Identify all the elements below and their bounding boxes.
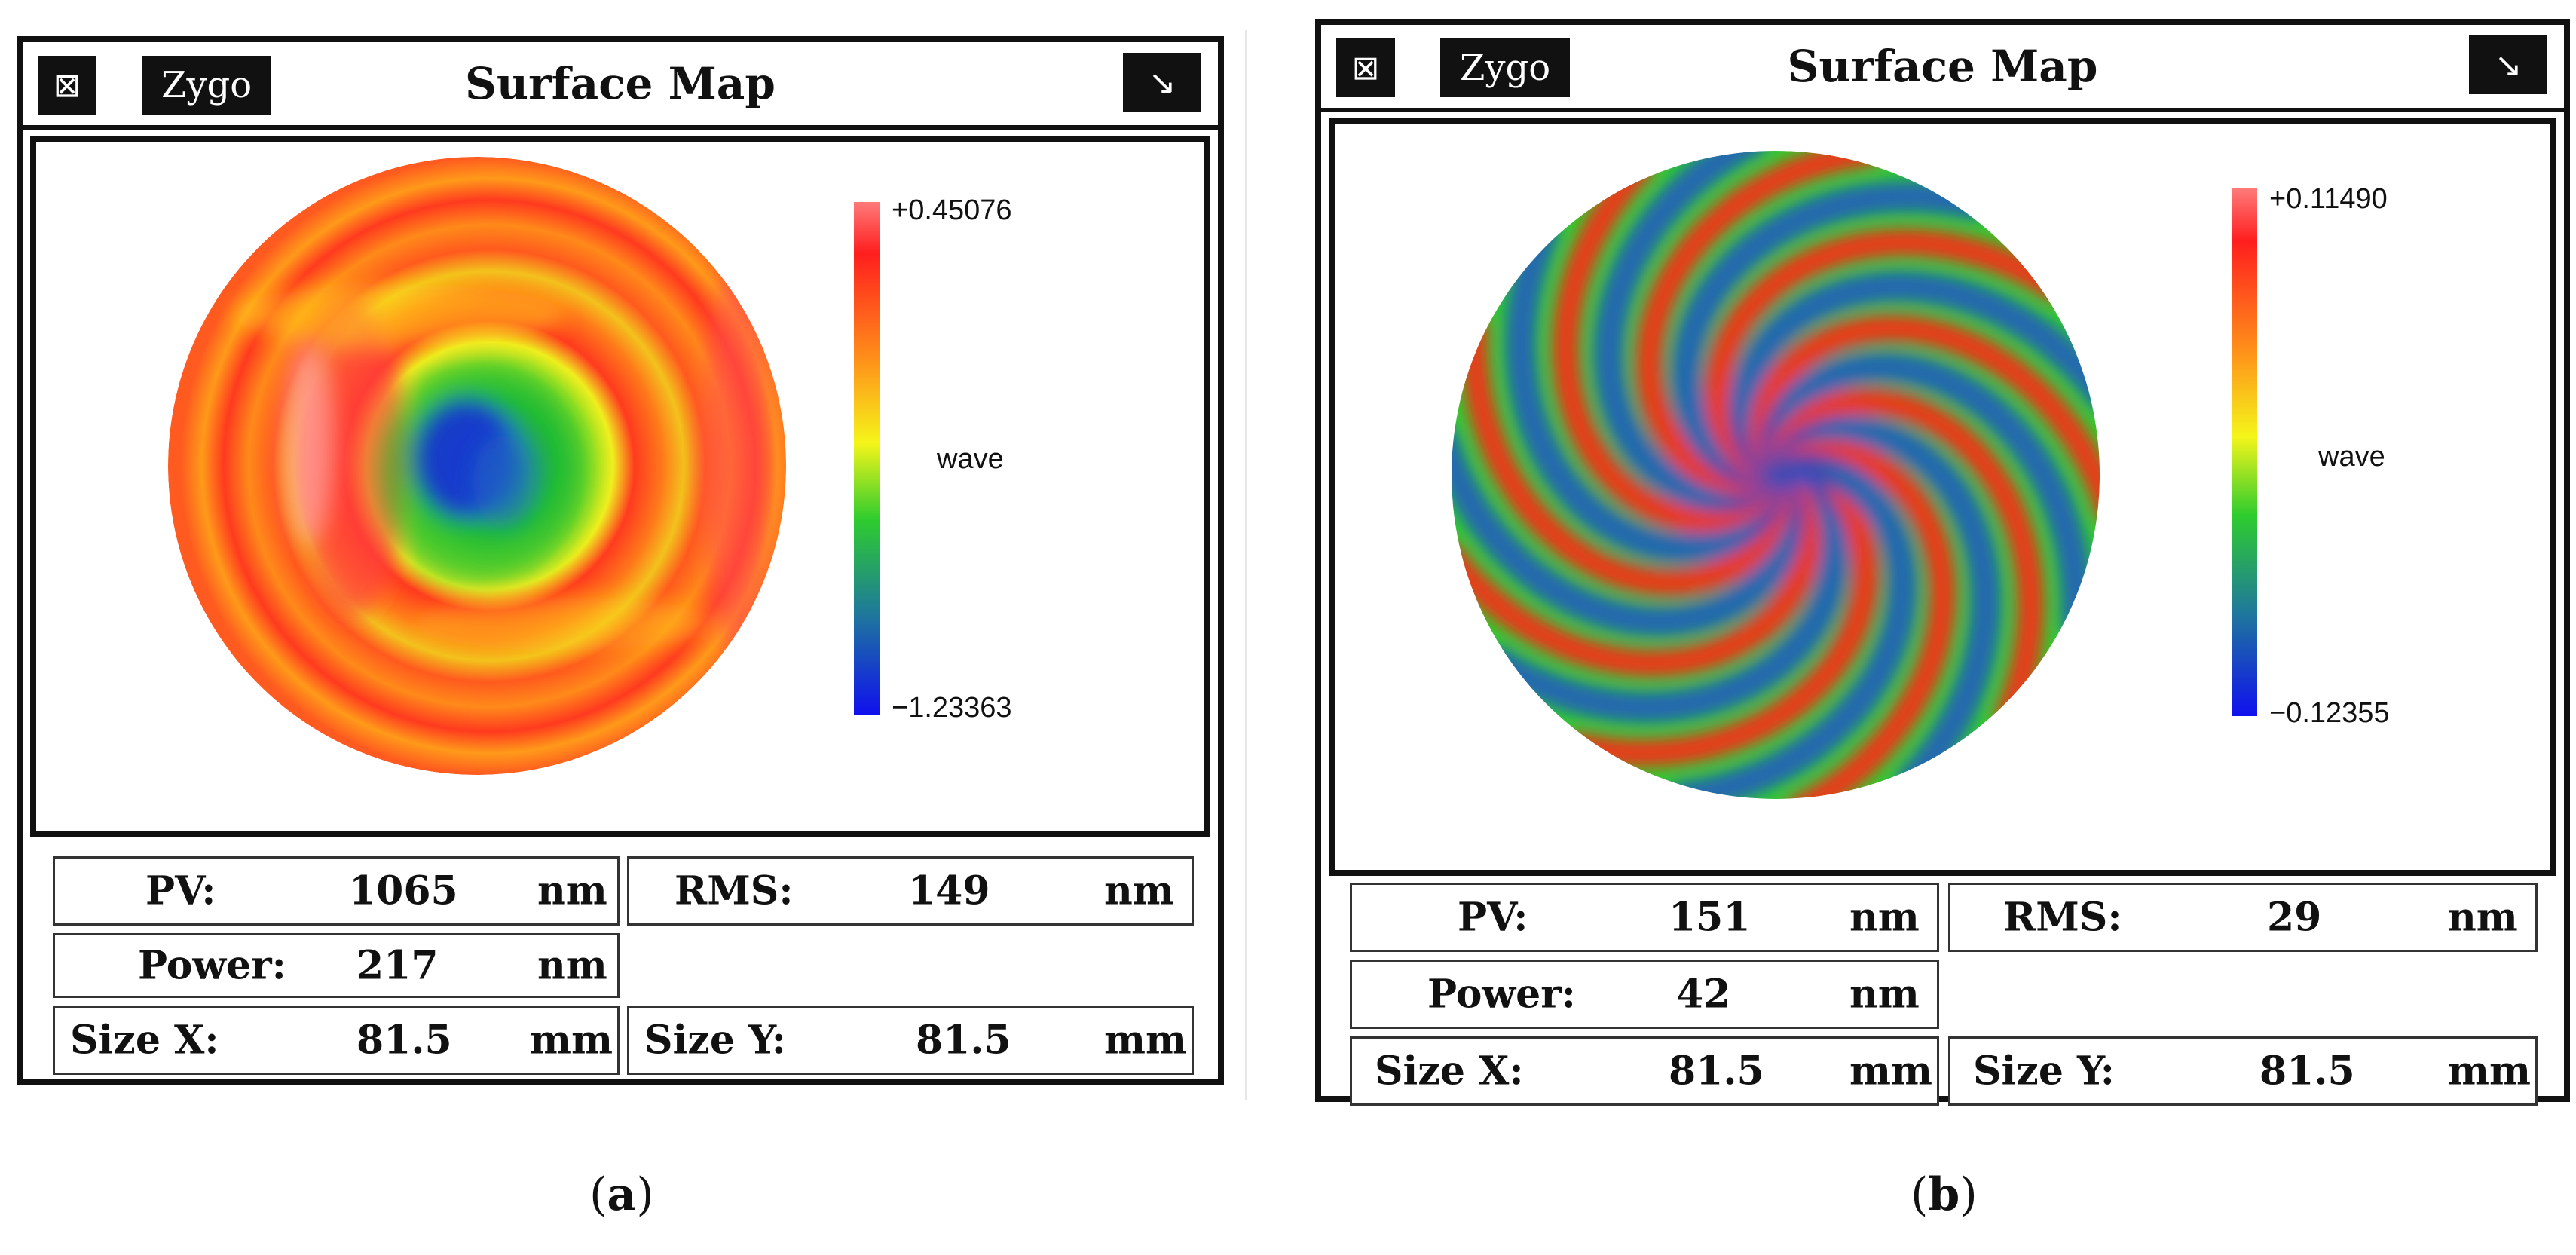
size-x-stat: Size X: 81.5 mm xyxy=(1350,1036,1939,1106)
surface-map-area: +0.11490 wave −0.12355 xyxy=(1329,118,2556,876)
pv-label: PV: xyxy=(145,868,216,914)
size-x-unit: mm xyxy=(530,1017,613,1064)
pv-unit: nm xyxy=(537,868,607,914)
power-stat: Power: 217 nm xyxy=(53,933,620,998)
scale-max-label: +0.45076 xyxy=(892,194,1012,226)
power-unit: nm xyxy=(537,942,607,989)
spiral-arm-high xyxy=(1460,314,1792,597)
spiral-arm-low xyxy=(1452,424,1805,638)
surface-map-area: +0.45076 wave −1.23363 xyxy=(30,136,1210,837)
size-x-stat: Size X: 81.5 mm xyxy=(53,1006,620,1075)
spiral-arm-low xyxy=(1765,415,2002,797)
rms-value: 149 xyxy=(908,868,990,914)
size-y-stat: Size Y: 81.5 mm xyxy=(627,1006,1194,1075)
spiral-arm-high xyxy=(1764,387,2045,730)
spiral-arm-high xyxy=(1770,439,1956,799)
rms-label: RMS: xyxy=(675,868,794,914)
scale-min-label: −1.23363 xyxy=(892,692,1012,724)
surface-map-image xyxy=(1452,151,2100,799)
power-label: Power: xyxy=(138,942,286,989)
size-x-value: 81.5 xyxy=(356,1017,452,1064)
brand-label: Zygo xyxy=(1440,38,1571,97)
spiral-arm-low xyxy=(1757,350,2094,638)
spiral-arm-high xyxy=(1452,468,1822,677)
spiral-arm-low xyxy=(1504,217,1790,565)
rms-stat: RMS: 29 nm xyxy=(1948,883,2538,952)
color-scale-bar xyxy=(2232,188,2257,716)
spiral-arm-high xyxy=(1565,461,1880,767)
caption-b: (b) xyxy=(1911,1168,1978,1221)
size-y-label: Size Y: xyxy=(1973,1048,2115,1094)
pv-stat: PV: 151 nm xyxy=(1350,883,1939,952)
pv-stat: PV: 1065 nm xyxy=(53,856,620,926)
surface-map-image xyxy=(168,157,786,775)
brand-label: Zygo xyxy=(142,56,272,115)
rms-unit: nm xyxy=(1104,868,1174,914)
surface-map-window-b: ⊠ Zygo Surface Map ↘ +0.11490 wave −0.12… xyxy=(1315,19,2570,1106)
spiral-arm-high xyxy=(1635,151,1882,495)
caption-a: (a) xyxy=(589,1168,654,1221)
pv-value: 1065 xyxy=(349,868,458,914)
panel-divider xyxy=(1245,30,1247,1100)
pv-value: 151 xyxy=(1669,894,1751,941)
spiral-arm-high xyxy=(1703,228,2068,485)
size-x-value: 81.5 xyxy=(1669,1048,1764,1094)
rms-unit: nm xyxy=(2448,894,2518,941)
size-y-label: Size Y: xyxy=(644,1017,786,1064)
scale-max-label: +0.11490 xyxy=(2269,183,2388,215)
title-bar: ⊠ Zygo Surface Map ↘ xyxy=(23,42,1218,130)
scale-unit-label: wave xyxy=(937,443,1004,475)
spiral-arm-low xyxy=(1481,463,1850,724)
expand-icon[interactable]: ↘ xyxy=(1123,53,1201,112)
size-x-unit: mm xyxy=(1849,1048,1933,1094)
power-stat: Power: 42 nm xyxy=(1350,960,1939,1029)
size-y-unit: mm xyxy=(2448,1048,2532,1094)
color-scale-bar xyxy=(854,202,880,715)
size-y-stat: Size Y: 81.5 mm xyxy=(1948,1036,2538,1106)
power-unit: nm xyxy=(1849,971,1920,1018)
size-y-unit: mm xyxy=(1104,1017,1188,1064)
power-label: Power: xyxy=(1427,971,1576,1018)
rms-label: RMS: xyxy=(2003,894,2122,941)
scale-min-label: −0.12355 xyxy=(2269,697,2390,729)
spiral-arm-low xyxy=(1669,180,1989,491)
rms-stat: RMS: 149 nm xyxy=(627,856,1194,926)
size-y-value: 81.5 xyxy=(916,1017,1011,1064)
power-value: 217 xyxy=(356,942,439,989)
spiral-arm-low xyxy=(1592,151,1783,513)
pv-unit: nm xyxy=(1849,894,1920,941)
spiral-arm-high xyxy=(1552,155,1784,533)
size-x-label: Size X: xyxy=(70,1017,219,1064)
expand-icon[interactable]: ↘ xyxy=(2469,35,2547,94)
power-value: 42 xyxy=(1676,971,1731,1018)
size-x-label: Size X: xyxy=(1375,1048,1524,1094)
spiral-arm-high xyxy=(1748,314,2100,524)
title-bar: ⊠ Zygo Surface Map ↘ xyxy=(1321,25,2564,112)
spiral-arm-low xyxy=(1727,271,2100,484)
close-icon[interactable]: ⊠ xyxy=(38,56,96,115)
size-y-value: 81.5 xyxy=(2259,1048,2355,1094)
close-icon[interactable]: ⊠ xyxy=(1336,38,1395,97)
scale-unit-label: wave xyxy=(2318,441,2385,473)
surface-map-window-a: ⊠ Zygo Surface Map ↘ xyxy=(17,36,1224,1085)
rms-value: 29 xyxy=(2267,894,2322,941)
pv-label: PV: xyxy=(1458,894,1528,941)
spiral-arm-low xyxy=(1667,452,1919,799)
